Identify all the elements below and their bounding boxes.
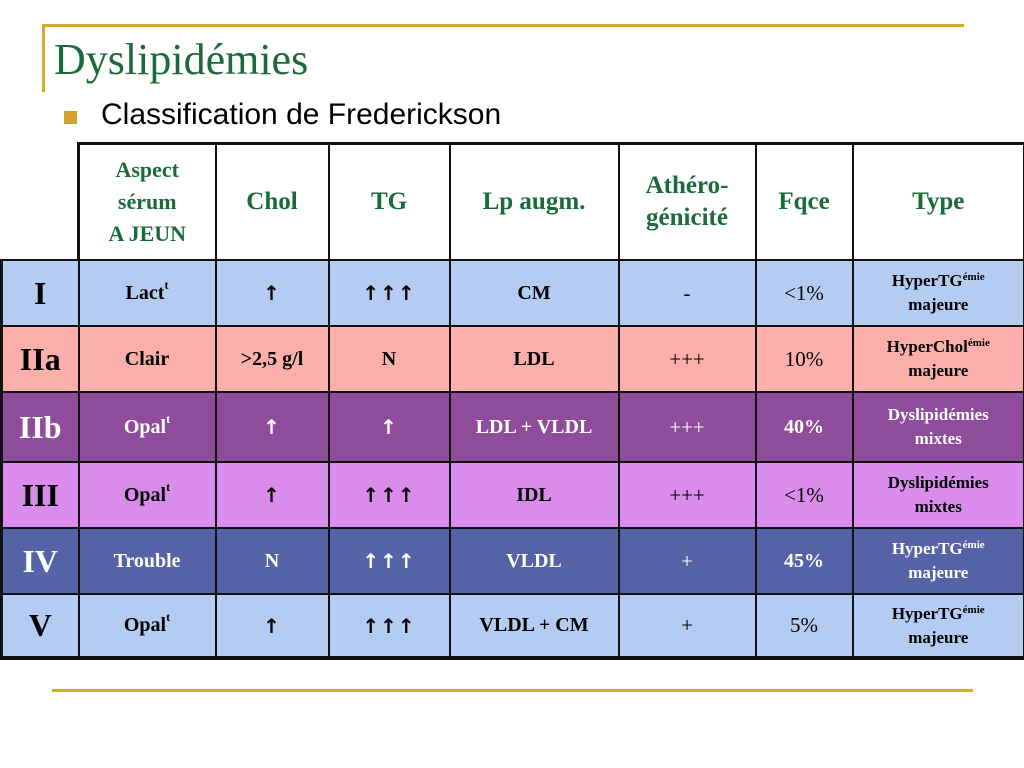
header-aspect-line1: Aspect <box>115 157 180 182</box>
chol-cell: N <box>214 527 330 595</box>
fqce-cell: 45% <box>754 527 854 595</box>
aspect-cell: Opalt <box>77 391 217 463</box>
chol-cell: ↑ <box>214 461 330 529</box>
athero-cell: +++ <box>617 391 757 463</box>
phenotype-cell: IV <box>0 527 80 595</box>
athero-cell: - <box>617 259 757 327</box>
table-row: IV Trouble N ↑↑↑ VLDL + 45% HyperTGémie m… <box>0 527 1024 595</box>
fqce-cell: 10% <box>754 325 854 393</box>
square-bullet-icon <box>64 110 77 124</box>
aspect-cell: Trouble <box>77 527 217 595</box>
bullet-item: Classification de Frederickson <box>64 96 501 134</box>
phenotype-cell: IIa <box>0 325 80 393</box>
table-row: IIb Opalt ↑ ↑ LDL + VLDL +++ 40% Dyslipi… <box>0 391 1024 463</box>
athero-cell: + <box>617 527 757 595</box>
header-fqce: Fqce <box>754 142 854 261</box>
table-row: IIa Clair >2,5 g/l N LDL +++ 10% HyperCh… <box>0 325 1024 393</box>
header-athero-line2: génicité <box>646 204 728 231</box>
header-athero: Athéro- génicité <box>617 142 757 261</box>
frederickson-table: Aspect sérum A JEUN Chol TG Lp augm. Ath… <box>0 142 1024 660</box>
lp-cell: CM <box>448 259 620 327</box>
lp-cell: LDL <box>448 325 620 393</box>
fqce-cell: 5% <box>754 593 854 660</box>
athero-cell: +++ <box>617 461 757 529</box>
fqce-cell: 40% <box>754 391 854 463</box>
table-header-row: Aspect sérum A JEUN Chol TG Lp augm. Ath… <box>1 142 1024 261</box>
left-decorative-rule <box>42 24 45 92</box>
header-tg: TG <box>327 142 451 261</box>
tg-cell: ↑↑↑ <box>327 259 451 327</box>
chol-cell: ↑ <box>214 259 330 327</box>
header-blank-cell <box>1 143 80 261</box>
tg-cell: ↑↑↑ <box>327 527 451 595</box>
chol-cell: ↑ <box>214 593 330 660</box>
header-aspect-line2: sérum <box>117 189 177 214</box>
bullet-text: Classification de Frederickson <box>101 98 502 131</box>
aspect-cell: Lactt <box>77 259 217 327</box>
athero-cell: + <box>617 593 757 660</box>
top-decorative-rule <box>42 24 964 27</box>
type-cell: Dyslipidémies mixtes <box>851 461 1024 529</box>
tg-cell: ↑ <box>327 391 451 463</box>
athero-cell: +++ <box>617 325 757 393</box>
lp-cell: VLDL <box>448 527 620 595</box>
aspect-cell: Opalt <box>77 593 217 660</box>
slide-title: Dyslipidémies <box>54 35 309 84</box>
type-cell: HyperTGémie majeure <box>851 593 1024 660</box>
header-chol: Chol <box>214 142 330 261</box>
type-cell: HyperTGémie majeure <box>851 259 1024 327</box>
header-lp: Lp augm. <box>448 142 620 261</box>
table-row: III Opalt ↑ ↑↑↑ IDL +++ <1% Dyslipidémie… <box>0 461 1024 529</box>
phenotype-cell: III <box>0 461 80 529</box>
fqce-cell: <1% <box>754 259 854 327</box>
chol-cell: >2,5 g/l <box>214 325 330 393</box>
lp-cell: IDL <box>448 461 620 529</box>
phenotype-cell: I <box>0 259 80 327</box>
table-row: V Opalt ↑ ↑↑↑ VLDL + CM + 5% HyperTGémie… <box>0 593 1024 660</box>
tg-cell: N <box>327 325 451 393</box>
tg-cell: ↑↑↑ <box>327 593 451 660</box>
type-cell: HyperTGémie majeure <box>851 527 1024 595</box>
aspect-cell: Clair <box>77 325 217 393</box>
chol-cell: ↑ <box>214 391 330 463</box>
phenotype-cell: IIb <box>0 391 80 463</box>
tg-cell: ↑↑↑ <box>327 461 451 529</box>
lp-cell: VLDL + CM <box>448 593 620 660</box>
type-cell: HyperCholémie majeure <box>851 325 1024 393</box>
table-row: I Lactt ↑ ↑↑↑ CM - <1% HyperTGémie majeur… <box>0 259 1024 327</box>
type-cell: Dyslipidémies mixtes <box>851 391 1024 463</box>
fqce-cell: <1% <box>754 461 854 529</box>
header-aspect: Aspect sérum A JEUN <box>77 142 217 261</box>
header-athero-line1: Athéro- <box>645 172 729 199</box>
header-type: Type <box>851 142 1024 261</box>
aspect-cell: Opalt <box>77 461 217 529</box>
phenotype-cell: V <box>0 593 80 660</box>
bottom-decorative-rule <box>52 689 973 692</box>
lp-cell: LDL + VLDL <box>448 391 620 463</box>
header-aspect-line3: A JEUN <box>108 221 187 246</box>
